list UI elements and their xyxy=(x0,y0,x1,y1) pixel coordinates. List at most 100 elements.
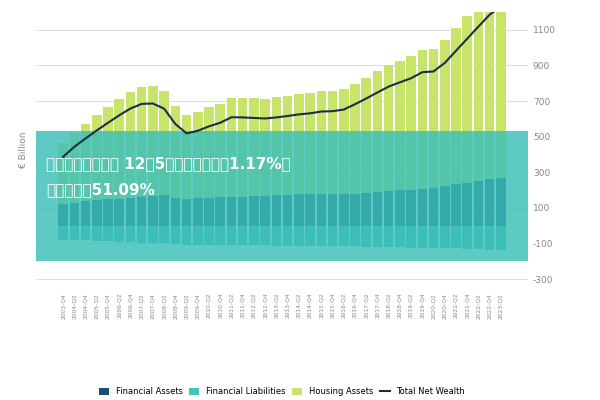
Bar xyxy=(294,194,304,226)
Bar xyxy=(81,124,91,201)
Bar xyxy=(473,226,483,249)
Bar xyxy=(227,197,236,226)
Bar xyxy=(406,56,416,190)
Bar xyxy=(473,181,483,226)
Bar xyxy=(193,226,203,244)
Bar xyxy=(339,89,349,194)
Bar xyxy=(126,92,135,198)
Bar xyxy=(473,3,483,181)
Bar xyxy=(170,106,180,198)
Bar xyxy=(260,226,270,246)
Bar xyxy=(137,226,146,243)
Bar xyxy=(204,226,214,244)
Bar xyxy=(294,226,304,246)
Bar xyxy=(429,188,438,226)
Bar xyxy=(170,198,180,226)
Bar xyxy=(204,198,214,226)
Bar xyxy=(81,226,91,240)
Bar xyxy=(115,99,124,199)
Bar xyxy=(485,0,494,179)
Bar xyxy=(260,196,270,226)
Bar xyxy=(451,184,461,226)
Bar xyxy=(227,226,236,245)
Bar xyxy=(305,194,315,226)
Bar xyxy=(496,178,506,226)
Bar xyxy=(361,193,371,226)
Bar xyxy=(317,194,326,226)
Bar xyxy=(215,226,225,245)
Bar xyxy=(373,226,382,247)
Bar xyxy=(70,132,79,203)
Bar xyxy=(373,192,382,226)
Bar xyxy=(58,204,68,226)
Bar xyxy=(440,226,449,248)
Bar xyxy=(395,226,404,247)
Bar xyxy=(137,87,146,197)
Bar xyxy=(126,226,135,242)
Bar xyxy=(463,182,472,226)
Bar xyxy=(440,40,449,186)
Bar xyxy=(406,190,416,226)
Bar xyxy=(328,194,337,226)
Bar xyxy=(126,198,135,226)
Bar xyxy=(418,189,427,226)
Legend: Financial Assets, Financial Liabilities, Housing Assets, Total Net Wealth: Financial Assets, Financial Liabilities,… xyxy=(95,384,469,400)
Bar xyxy=(148,196,158,226)
Bar xyxy=(440,186,449,226)
Bar xyxy=(496,0,506,178)
Bar xyxy=(249,226,259,246)
Bar xyxy=(227,98,236,197)
Bar xyxy=(496,226,506,250)
Bar xyxy=(395,190,404,226)
Bar xyxy=(170,226,180,244)
Bar xyxy=(92,226,101,241)
Bar xyxy=(373,72,382,192)
Bar xyxy=(137,197,146,226)
Bar xyxy=(160,195,169,226)
Bar xyxy=(406,226,416,248)
Bar xyxy=(317,226,326,246)
Bar xyxy=(361,226,371,246)
Bar xyxy=(361,78,371,193)
Bar xyxy=(92,200,101,226)
Bar xyxy=(249,196,259,226)
Bar xyxy=(339,194,349,226)
Bar xyxy=(81,201,91,226)
Bar xyxy=(463,16,472,182)
Bar xyxy=(36,131,528,261)
Bar xyxy=(115,199,124,226)
Bar xyxy=(384,65,394,191)
Bar xyxy=(148,226,158,243)
Bar xyxy=(350,194,360,226)
Bar xyxy=(193,112,203,198)
Bar xyxy=(193,198,203,226)
Bar xyxy=(350,226,360,246)
Bar xyxy=(485,226,494,250)
Bar xyxy=(260,99,270,196)
Bar xyxy=(182,226,191,244)
Bar xyxy=(58,143,68,204)
Bar xyxy=(115,226,124,242)
Bar xyxy=(204,108,214,198)
Bar xyxy=(463,226,472,249)
Bar xyxy=(384,191,394,226)
Bar xyxy=(283,96,292,195)
Bar xyxy=(70,203,79,226)
Bar xyxy=(103,226,113,241)
Bar xyxy=(103,107,113,199)
Bar xyxy=(272,226,281,246)
Bar xyxy=(238,197,247,226)
Bar xyxy=(429,49,438,188)
Bar xyxy=(328,91,337,194)
Bar xyxy=(215,104,225,197)
Bar xyxy=(384,226,394,247)
Bar xyxy=(429,226,438,248)
Bar xyxy=(305,93,315,194)
Bar xyxy=(305,226,315,246)
Bar xyxy=(182,199,191,226)
Bar xyxy=(238,98,247,197)
Bar xyxy=(272,98,281,196)
Bar xyxy=(418,50,427,189)
Bar xyxy=(272,196,281,226)
Bar xyxy=(485,179,494,226)
